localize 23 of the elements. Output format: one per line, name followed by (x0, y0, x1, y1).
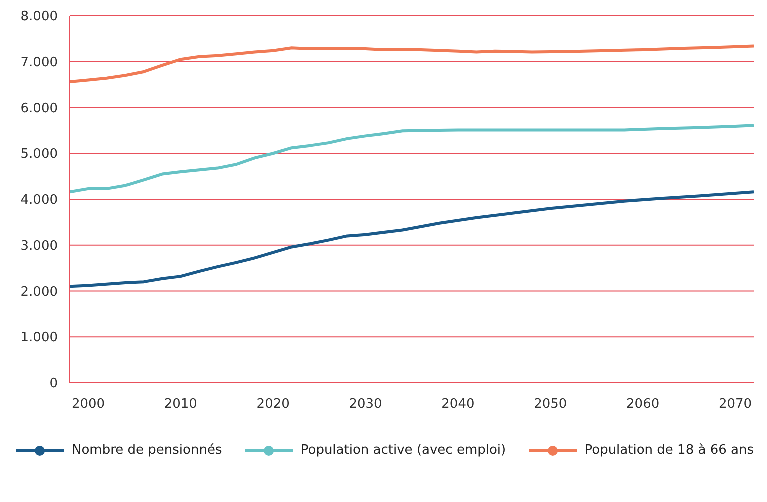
y-tick-label: 2.000 (20, 284, 58, 300)
y-tick-label: 1.000 (20, 330, 58, 346)
y-tick-label: 0 (50, 376, 58, 392)
y-tick-label: 8.000 (20, 10, 58, 25)
x-tick-label: 2040 (442, 397, 475, 412)
line-series (70, 44, 754, 84)
legend-label: Population de 18 à 66 ans (584, 443, 754, 458)
y-tick-label: 5.000 (20, 147, 58, 162)
line-series (70, 124, 754, 194)
x-tick-label: 2050 (534, 397, 568, 412)
y-tick-label: 7.000 (20, 55, 58, 70)
y-tick-label: 6.000 (20, 101, 58, 116)
legend-label: Nombre de pensionnés (72, 443, 222, 458)
line-series (70, 190, 754, 288)
legend-label: Population active (avec emploi) (300, 443, 506, 458)
x-tick-label: 2030 (349, 397, 382, 412)
x-tick-label: 2070 (718, 397, 752, 412)
x-tick-label: 2060 (626, 397, 660, 412)
y-tick-label: 4.000 (20, 193, 58, 208)
x-tick-label: 2000 (72, 397, 106, 412)
x-tick-label: 2010 (164, 397, 198, 412)
x-tick-label: 2020 (256, 397, 290, 412)
y-tick-label: 3.000 (20, 238, 58, 254)
